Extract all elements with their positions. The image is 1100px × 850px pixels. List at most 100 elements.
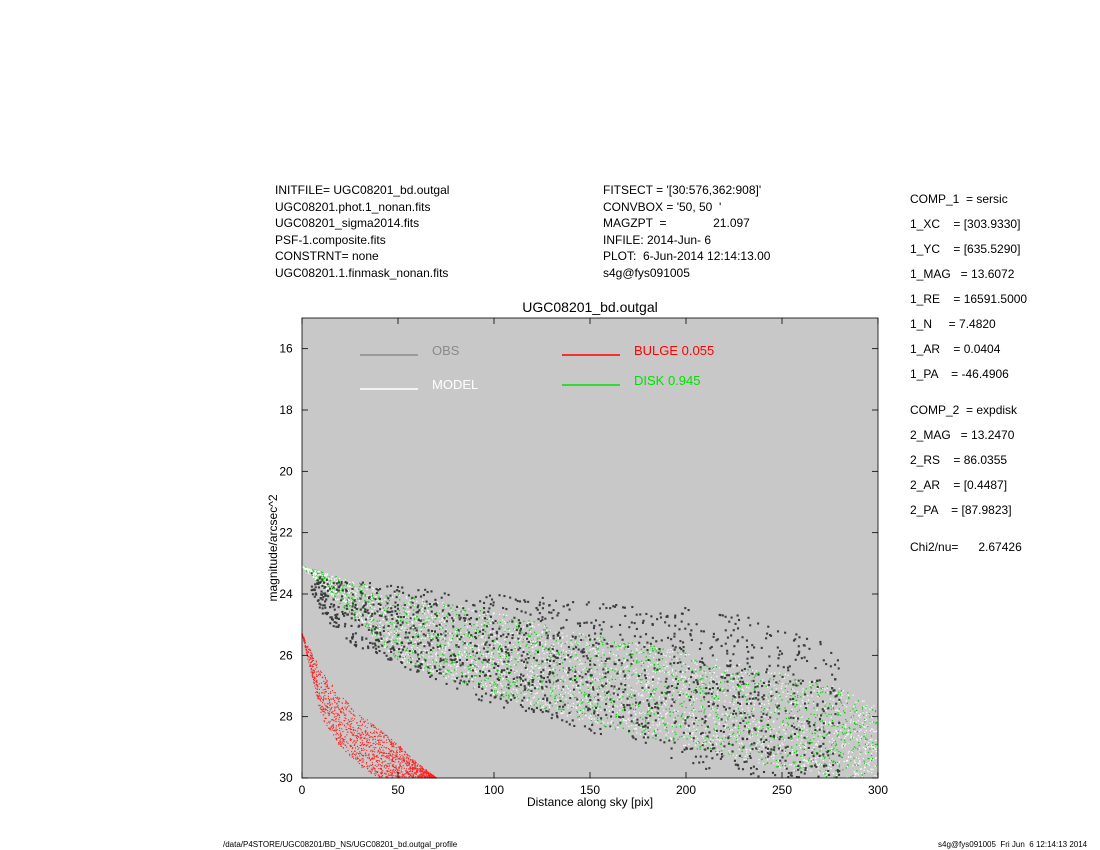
bulge-point: [360, 748, 362, 750]
disk-point: [849, 727, 851, 730]
model-point: [552, 693, 554, 695]
bulge-point: [385, 734, 387, 736]
bulge-point: [381, 772, 383, 774]
model-point: [863, 769, 865, 771]
model-point: [534, 638, 536, 640]
bulge-point: [410, 775, 412, 777]
bulge-point: [341, 741, 343, 743]
model-point: [453, 616, 455, 619]
model-point: [582, 709, 584, 711]
disk-point: [552, 683, 554, 685]
bulge-point: [421, 776, 423, 778]
bulge-point: [414, 760, 416, 762]
disk-point: [321, 580, 323, 582]
bulge-point: [412, 768, 414, 770]
model-point: [622, 719, 624, 721]
disk-point: [585, 667, 587, 669]
model-point: [804, 760, 806, 762]
bulge-point: [331, 690, 334, 692]
disk-point: [788, 718, 790, 720]
bulge-point: [367, 744, 369, 746]
disk-point: [452, 661, 454, 663]
param-line: COMP_1 = sersic: [910, 192, 1008, 206]
disk-point: [551, 652, 553, 655]
disk-point: [866, 738, 868, 741]
bulge-point: [316, 688, 318, 690]
model-point: [557, 642, 559, 644]
model-point: [407, 630, 409, 632]
bulge-point: [359, 721, 362, 723]
disk-point: [472, 681, 474, 683]
disk-point: [534, 659, 536, 661]
bulge-point: [327, 707, 329, 709]
model-point: [535, 645, 537, 647]
disk-point: [346, 585, 348, 587]
bulge-point: [383, 772, 386, 774]
bulge-point: [321, 676, 323, 678]
disk-point: [597, 648, 599, 650]
disk-point: [785, 717, 787, 720]
bulge-point: [340, 721, 342, 723]
bulge-point: [385, 767, 387, 769]
disk-point: [631, 642, 633, 644]
model-point: [692, 714, 695, 716]
disk-point: [491, 663, 493, 665]
model-point: [570, 693, 572, 696]
model-point: [450, 610, 453, 612]
model-point: [519, 645, 521, 647]
disk-point: [503, 616, 505, 618]
bulge-point: [355, 756, 357, 758]
disk-point: [560, 642, 562, 644]
disk-point: [571, 655, 573, 657]
header-mid-line: s4g@fys091005: [603, 265, 690, 280]
bulge-point: [432, 775, 434, 777]
disk-point: [712, 701, 714, 703]
model-point: [752, 696, 754, 698]
disk-point: [701, 706, 704, 708]
disk-point: [558, 708, 560, 710]
bulge-point: [360, 737, 362, 739]
disk-point: [554, 696, 556, 698]
bulge-point: [380, 773, 382, 775]
model-point: [712, 705, 714, 707]
model-point: [421, 660, 423, 663]
disk-point: [343, 584, 345, 586]
disk-point: [599, 706, 601, 708]
disk-point: [796, 720, 798, 722]
bulge-point: [364, 720, 366, 722]
model-point: [340, 589, 342, 591]
disk-point: [412, 605, 414, 607]
disk-point: [579, 689, 581, 691]
bulge-point: [355, 753, 357, 755]
bulge-point: [371, 725, 373, 727]
disk-point: [488, 662, 490, 664]
bulge-point: [407, 772, 409, 774]
model-point: [739, 723, 741, 726]
model-point: [522, 626, 525, 628]
bulge-point: [411, 765, 413, 767]
model-point: [529, 640, 531, 642]
model-point: [565, 685, 567, 687]
model-point: [643, 644, 646, 646]
disk-point: [451, 610, 453, 613]
disk-point: [552, 690, 554, 692]
disk-point: [747, 758, 749, 760]
disk-point: [824, 756, 826, 758]
disk-point: [874, 743, 877, 746]
disk-point: [645, 659, 647, 662]
model-point: [458, 610, 460, 612]
disk-point: [710, 707, 713, 709]
disk-point: [502, 675, 504, 677]
disk-point: [370, 631, 373, 633]
disk-point: [437, 654, 439, 656]
disk-point: [771, 728, 773, 731]
bulge-point: [332, 712, 334, 714]
model-point: [496, 641, 499, 643]
bulge-point: [394, 772, 396, 774]
bulge-point: [327, 695, 329, 697]
disk-point: [837, 712, 839, 714]
bulge-point: [314, 668, 316, 670]
bulge-point: [383, 755, 385, 757]
disk-point: [756, 748, 758, 751]
bulge-point: [418, 768, 420, 770]
